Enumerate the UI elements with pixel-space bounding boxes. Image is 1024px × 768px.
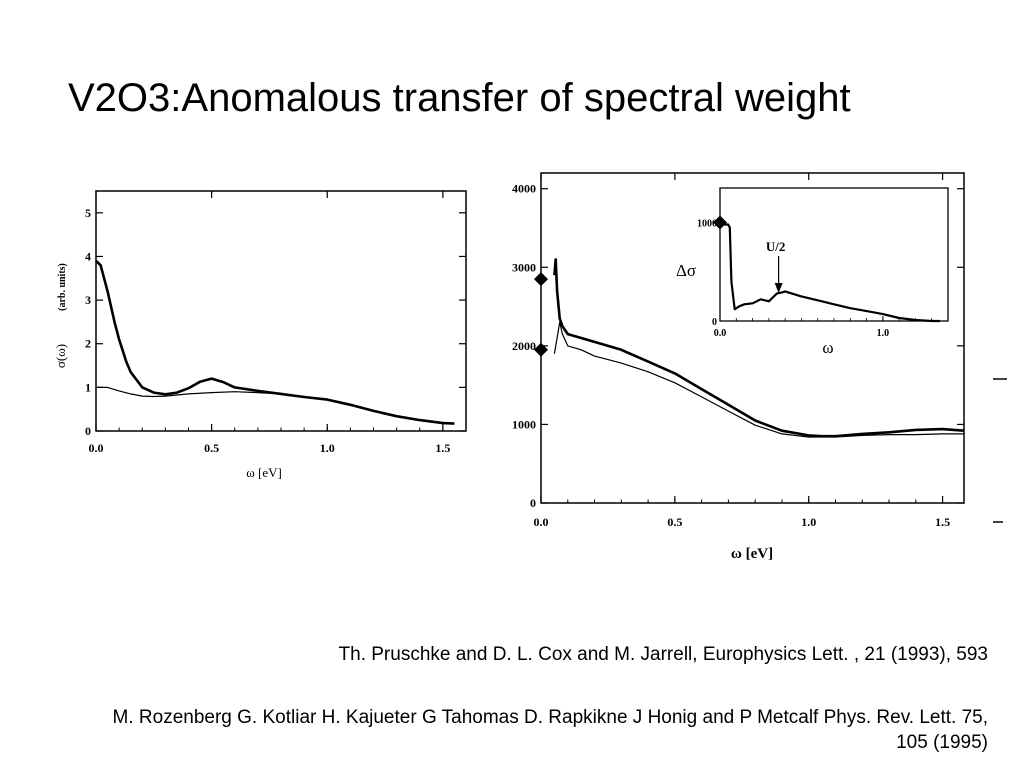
left-xtick-label: 0.0 <box>89 441 104 455</box>
right-series-thin <box>553 321 964 438</box>
right-frame <box>540 172 965 504</box>
left-series-thin <box>96 386 455 425</box>
right-ytick-label: 0 <box>530 496 536 510</box>
left-y-axis-label: σ(ω) <box>53 344 68 368</box>
inset-xtick-label: 1.0 <box>877 328 890 339</box>
inset-series-thick <box>719 221 940 323</box>
reference-2: M. Rozenberg G. Kotliar H. Kajueter G Ta… <box>112 707 988 753</box>
left-ytick-label: 2 <box>85 337 91 351</box>
left-y-axis-unit: (arb. units) <box>57 263 68 311</box>
inset-xtick-label: 0.0 <box>714 328 727 339</box>
right-marker-diamond <box>534 272 548 287</box>
right-series-thick <box>553 258 965 438</box>
right-ytick-label: 3000 <box>512 260 536 274</box>
left-ytick-label: 3 <box>85 293 91 307</box>
inset-x-axis-label: ω <box>822 338 833 357</box>
left-xtick-label: 0.5 <box>204 441 219 455</box>
inset-annotation-label: U/2 <box>766 239 786 254</box>
left-ytick-label: 1 <box>85 380 91 394</box>
left-ytick-label: 5 <box>85 206 91 220</box>
left-xtick-label: 1.0 <box>320 441 335 455</box>
right-ytick-label: 2000 <box>512 339 536 353</box>
right-xtick-label: 1.0 <box>801 515 816 529</box>
inset-y-axis-label: Δσ <box>676 261 696 280</box>
left-ytick-label: 4 <box>85 249 91 263</box>
inset-annotation-arrow-head <box>774 283 783 293</box>
reference-1: Th. Pruschke and D. L. Cox and M. Jarrel… <box>338 644 988 665</box>
right-xtick-label: 0.0 <box>534 515 549 529</box>
right-ytick-label: 4000 <box>512 182 536 196</box>
inset-ytick-label: 0 <box>712 317 717 328</box>
right-ytick-label: 1000 <box>512 417 536 431</box>
inset-marker-diamond <box>713 215 727 230</box>
right-x-axis-label: ω [eV] <box>731 546 773 562</box>
right-xtick-label: 0.5 <box>667 515 682 529</box>
left-ytick-label: 0 <box>85 424 91 438</box>
slide-title: V2O3:Anomalous transfer of spectral weig… <box>68 76 851 120</box>
left-xtick-label: 1.5 <box>435 441 450 455</box>
inset-ytick-label: 1000 <box>697 218 717 229</box>
inset-frame <box>719 187 949 322</box>
right-xtick-label: 1.5 <box>935 515 950 529</box>
right-marker-diamond <box>534 342 548 357</box>
left-x-axis-label: ω [eV] <box>246 465 282 480</box>
